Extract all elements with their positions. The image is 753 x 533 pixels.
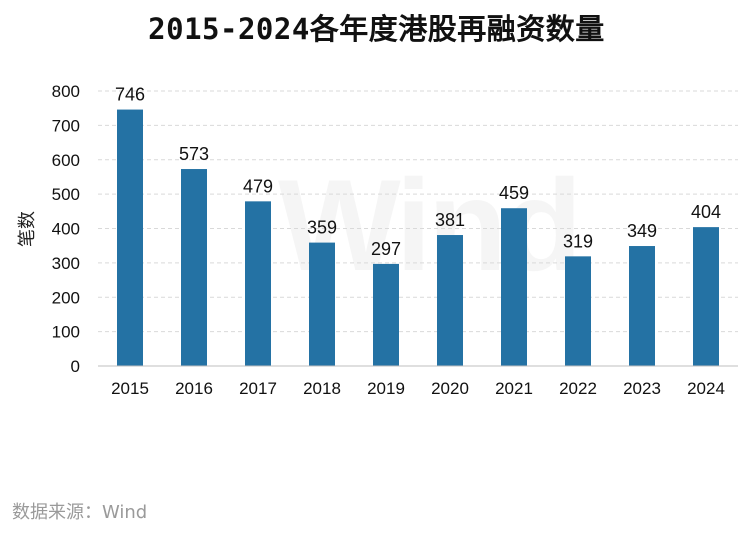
data-label-2023: 349 [627,221,657,241]
bar-2017 [245,201,271,366]
bar-2024 [693,227,719,366]
bar-2019 [373,263,399,366]
x-tick-label: 2016 [175,379,213,398]
y-tick-label: 300 [52,254,80,273]
bar-2021 [501,208,527,366]
data-label-2016: 573 [179,144,209,164]
y-axis-label: 笔数 [17,211,38,247]
y-tick-label: 200 [52,288,80,307]
x-tick-label: 2017 [239,379,277,398]
x-tick-label: 2023 [623,379,661,398]
x-axis-ticks: 2015 2016 2017 2018 2019 2020 2021 2022 2023 2024 [111,379,725,398]
data-labels: 746 573 479 359 297 381 459 319 349 404 [115,85,721,259]
y-tick-label: 600 [52,151,80,170]
bar-2018 [309,242,335,366]
data-label-2022: 319 [563,231,593,251]
y-tick-label: 100 [52,323,80,342]
bar-2015 [117,109,143,366]
y-tick-label: 0 [71,357,80,376]
data-label-2015: 746 [115,85,145,105]
y-tick-label: 400 [52,220,80,239]
x-tick-label: 2024 [687,379,725,398]
x-tick-label: 2022 [559,379,597,398]
bar-2022 [565,256,591,366]
x-tick-label: 2020 [431,379,469,398]
bar-2023 [629,246,655,366]
y-tick-label: 700 [52,116,80,135]
y-tick-label: 800 [52,82,80,101]
data-label-2017: 479 [243,176,273,196]
data-label-2024: 404 [691,202,721,222]
bar-series [117,109,719,366]
data-label-2021: 459 [499,183,529,203]
bar-2016 [181,169,207,366]
y-tick-label: 500 [52,185,80,204]
data-label-2020: 381 [435,210,465,230]
x-tick-label: 2018 [303,379,341,398]
x-tick-label: 2015 [111,379,149,398]
bar-2020 [437,235,463,366]
chart-title: 2015-2024各年度港股再融资数量 [148,12,605,46]
source-note: 数据来源：Wind [12,502,148,523]
data-label-2018: 359 [307,218,337,238]
x-tick-label: 2019 [367,379,405,398]
x-tick-label: 2021 [495,379,533,398]
data-label-2019: 297 [371,239,401,259]
y-axis-ticks: 0 100 200 300 400 500 600 700 800 [52,82,80,376]
